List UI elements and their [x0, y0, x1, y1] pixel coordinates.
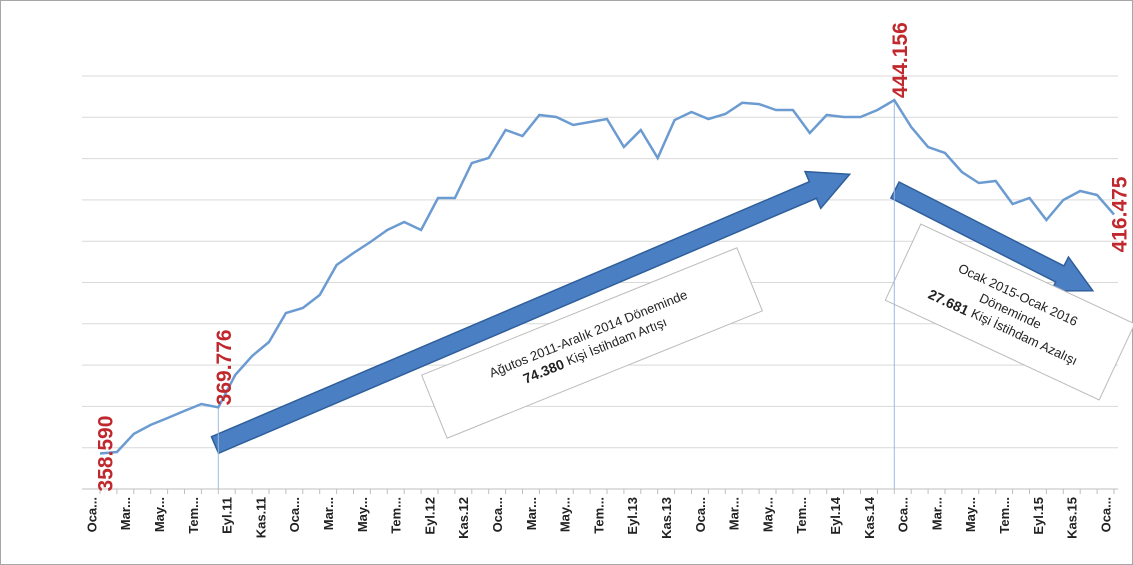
- x-tick-label: Mar...: [929, 497, 944, 530]
- annotation-frame: [420, 247, 764, 439]
- x-tick-label: Kas.14: [862, 496, 877, 539]
- x-tick-label: Tem...: [389, 497, 404, 534]
- x-tick-label: Kas.15: [1065, 497, 1080, 539]
- x-tick-label: Tem...: [186, 497, 201, 534]
- x-tick-label: Mar...: [727, 497, 742, 530]
- annotation-frame: [884, 223, 1133, 401]
- x-tick-label: Kas.12: [456, 497, 471, 539]
- x-tick-label: Eyl.14: [828, 496, 843, 534]
- x-tick-label: Eyl.13: [625, 497, 640, 535]
- x-tick-label: Oca...: [287, 497, 302, 532]
- arrow-shape: [210, 170, 852, 455]
- data-line: [99, 98, 1115, 455]
- x-tick-label: Mar...: [524, 497, 539, 530]
- value-label: 358.590: [95, 416, 118, 492]
- x-tick-label: Eyl.11: [220, 497, 235, 534]
- x-tick-label: May...: [760, 497, 775, 532]
- arrow-shape: [889, 180, 1095, 292]
- x-tick-label: Tem...: [997, 497, 1012, 534]
- x-tick-label: Kas.13: [659, 497, 674, 539]
- x-tick-label: May...: [963, 497, 978, 532]
- x-tick-label: Oca...: [896, 497, 911, 532]
- down-arrow: [889, 180, 1095, 292]
- x-tick-label: Mar...: [321, 497, 336, 530]
- x-tick-label: Mar...: [118, 497, 133, 530]
- value-label: 416.475: [1109, 176, 1132, 252]
- x-tick-label: Oca...: [1098, 497, 1113, 532]
- annotation-box: Ağutos 2011-Aralık 2014 Döneminde74.380K…: [420, 247, 764, 439]
- x-tick-label: Tem...: [591, 497, 606, 534]
- x-tick-label: Kas.11: [253, 497, 268, 538]
- x-tick-label: May...: [355, 497, 370, 532]
- x-tick-label: Oca...: [693, 497, 708, 532]
- x-tick-label: May...: [558, 497, 573, 532]
- value-label: 444.156: [889, 22, 912, 98]
- x-tick-label: May...: [152, 497, 167, 532]
- x-tick-label: Eyl.12: [422, 497, 437, 535]
- x-tick-label: Oca...: [84, 497, 99, 532]
- x-tick-label: Oca...: [490, 497, 505, 532]
- x-tick-label: Eyl.15: [1031, 497, 1046, 535]
- plot: 358.590 369.776 444.156 416.475: [95, 22, 1132, 491]
- x-tick-label: Tem...: [794, 497, 809, 534]
- up-arrow: [210, 170, 852, 455]
- value-label: 369.776: [213, 329, 236, 405]
